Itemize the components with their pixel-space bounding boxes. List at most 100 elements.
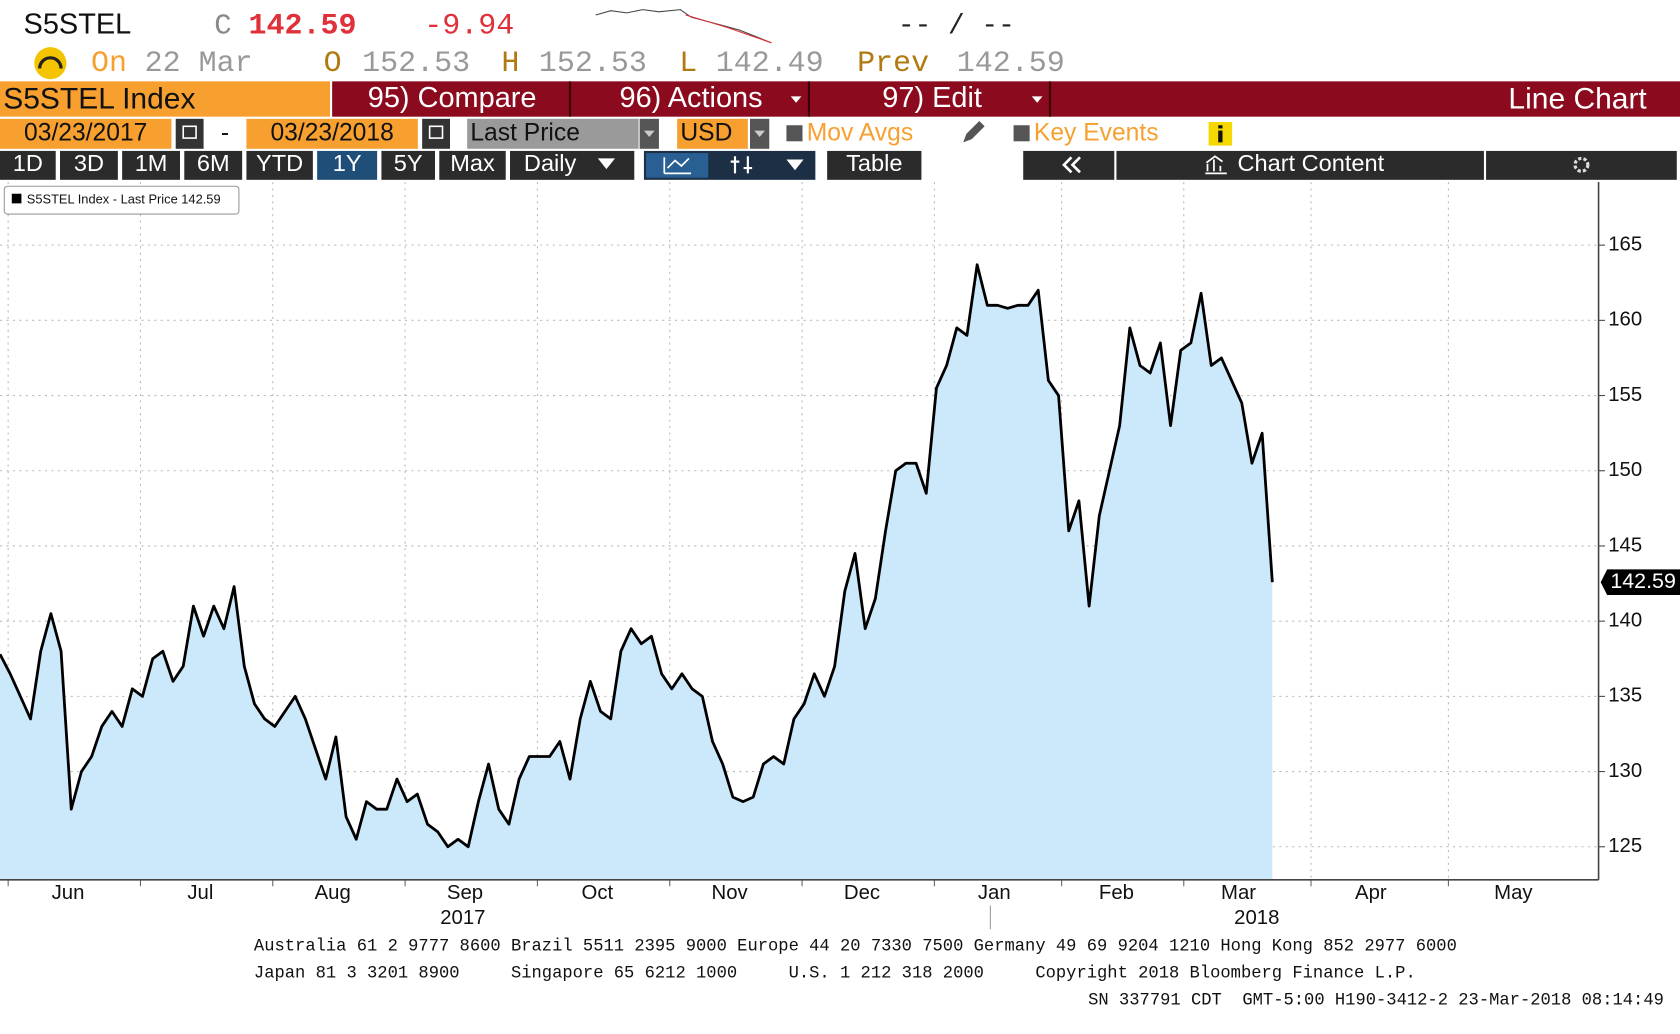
area-fill bbox=[0, 264, 1273, 880]
price-line bbox=[0, 263, 1274, 849]
start-date[interactable]: 03/23/2017 bbox=[24, 119, 147, 146]
table-button[interactable] bbox=[827, 150, 922, 180]
gear-icon bbox=[1573, 156, 1590, 173]
period-button[interactable] bbox=[184, 150, 243, 180]
y-tick-label: 155 bbox=[1608, 384, 1642, 406]
end-date[interactable]: 03/23/2018 bbox=[270, 119, 393, 146]
calendar-icon[interactable] bbox=[422, 118, 450, 149]
calendar-icon[interactable] bbox=[175, 118, 204, 149]
sparkline bbox=[595, 9, 772, 44]
table[interactable]: Table bbox=[846, 150, 902, 176]
dropdown-arrow bbox=[643, 130, 655, 138]
alert-icon-gauge bbox=[38, 56, 63, 69]
field-box[interactable] bbox=[467, 118, 639, 149]
line-tool-glyph bbox=[663, 157, 692, 175]
y-tick-label: 145 bbox=[1608, 534, 1642, 556]
change: -9.94 bbox=[424, 10, 514, 44]
prev: 142.59 bbox=[957, 47, 1065, 81]
open: 152.53 bbox=[362, 47, 470, 81]
period-button[interactable] bbox=[246, 150, 313, 180]
legend-swatch bbox=[11, 193, 22, 204]
end-date-box[interactable] bbox=[246, 118, 418, 149]
period-label[interactable]: 1M bbox=[135, 150, 168, 176]
close-price: 142.59 bbox=[249, 10, 357, 44]
x-tick-label: Feb bbox=[1099, 882, 1134, 904]
calendar-glyph bbox=[428, 125, 444, 139]
x-tick-label: Oct bbox=[582, 882, 614, 904]
key-events[interactable]: Key Events bbox=[1034, 119, 1159, 146]
low: 142.49 bbox=[716, 47, 824, 81]
mov-avgs[interactable]: Mov Avgs bbox=[807, 119, 913, 146]
field[interactable]: Last Price bbox=[470, 119, 580, 146]
x-tick-label: Jun bbox=[52, 882, 85, 904]
info-glyph bbox=[1218, 130, 1223, 143]
start-date-box[interactable] bbox=[0, 118, 172, 149]
dropdown-arrow bbox=[754, 130, 765, 138]
period-button[interactable] bbox=[381, 150, 435, 180]
currency[interactable]: USD bbox=[680, 119, 732, 146]
x-tick-label: Mar bbox=[1221, 882, 1256, 904]
dropdown-arrow bbox=[1031, 96, 1043, 103]
y-tick-label: 135 bbox=[1608, 685, 1642, 707]
bid-ask: -- / -- bbox=[898, 11, 1015, 42]
sparkline-down bbox=[685, 14, 772, 44]
period-button[interactable] bbox=[122, 150, 180, 180]
security-box[interactable] bbox=[0, 81, 330, 117]
period-label[interactable]: YTD bbox=[256, 150, 303, 176]
legend bbox=[3, 185, 240, 215]
period-label[interactable]: 6M bbox=[197, 150, 230, 176]
chart-content-button[interactable] bbox=[1116, 150, 1484, 180]
dropdown-arrow[interactable] bbox=[786, 159, 804, 171]
x-tick-label: Apr bbox=[1355, 882, 1387, 904]
footer-line: SN 337791 CDT GMT-5:00 H190-3412-2 23-Ma… bbox=[1088, 991, 1664, 1010]
x-tick-label: Sep bbox=[447, 882, 483, 904]
actions-button[interactable]: 96) Actions bbox=[620, 82, 763, 114]
period-button[interactable] bbox=[0, 150, 56, 180]
chart-content[interactable]: Chart Content bbox=[1238, 150, 1385, 176]
period-label[interactable]: Max bbox=[450, 150, 495, 176]
prev-label: Prev bbox=[857, 47, 929, 81]
quote-date: 22 Mar bbox=[145, 47, 253, 81]
year-label: 2017 bbox=[440, 907, 485, 929]
period-button[interactable] bbox=[317, 150, 378, 180]
legend-label: S5STEL Index - Last Price 142.59 bbox=[27, 192, 221, 207]
y-tick-label: 125 bbox=[1608, 835, 1642, 857]
y-tick-label: 130 bbox=[1608, 760, 1642, 782]
x-tick-label: Aug bbox=[315, 882, 351, 904]
last-price-label: 142.59 bbox=[1610, 569, 1676, 593]
period-label[interactable]: 3D bbox=[74, 150, 104, 176]
y-tick-label: 140 bbox=[1608, 610, 1642, 632]
period-label[interactable]: 5Y bbox=[394, 150, 423, 176]
dropdown-arrow bbox=[597, 158, 615, 170]
adjust-glyph[interactable] bbox=[730, 156, 753, 174]
frequency-button[interactable] bbox=[510, 150, 635, 180]
chart-type: Line Chart bbox=[1508, 83, 1647, 116]
close-label: C bbox=[214, 9, 231, 42]
date-separator: - bbox=[221, 119, 229, 146]
currency-box[interactable] bbox=[677, 118, 748, 149]
year-label: 2018 bbox=[1234, 907, 1279, 929]
alert-icon[interactable] bbox=[34, 47, 67, 80]
frequency[interactable]: Daily bbox=[524, 150, 577, 176]
settings-button[interactable] bbox=[1486, 150, 1677, 180]
pencil-icon[interactable] bbox=[963, 120, 985, 143]
info-glyph bbox=[1218, 125, 1223, 129]
x-tick-label: Jul bbox=[187, 882, 213, 904]
period-label[interactable]: 1D bbox=[13, 150, 43, 176]
period-button[interactable] bbox=[439, 150, 506, 180]
period-label[interactable]: 1Y bbox=[333, 150, 362, 176]
compare-button[interactable]: 95) Compare bbox=[368, 82, 537, 114]
checkbox[interactable] bbox=[1013, 125, 1030, 142]
period-buttons: 1D 3D 1M 6M YTD 1Y 5Y Max bbox=[0, 150, 506, 180]
security[interactable]: S5STEL Index bbox=[3, 83, 195, 116]
collapse-button[interactable] bbox=[1023, 150, 1115, 180]
high-label: H bbox=[501, 47, 519, 81]
footer-line: Japan 81 3 3201 8900 Singapore 65 6212 1… bbox=[254, 965, 1416, 984]
edit-button[interactable]: 97) Edit bbox=[882, 82, 982, 114]
period-button[interactable] bbox=[60, 150, 118, 180]
x-tick-label: Dec bbox=[844, 882, 880, 904]
x-tick-label: May bbox=[1494, 882, 1533, 904]
checkbox[interactable] bbox=[786, 125, 803, 142]
